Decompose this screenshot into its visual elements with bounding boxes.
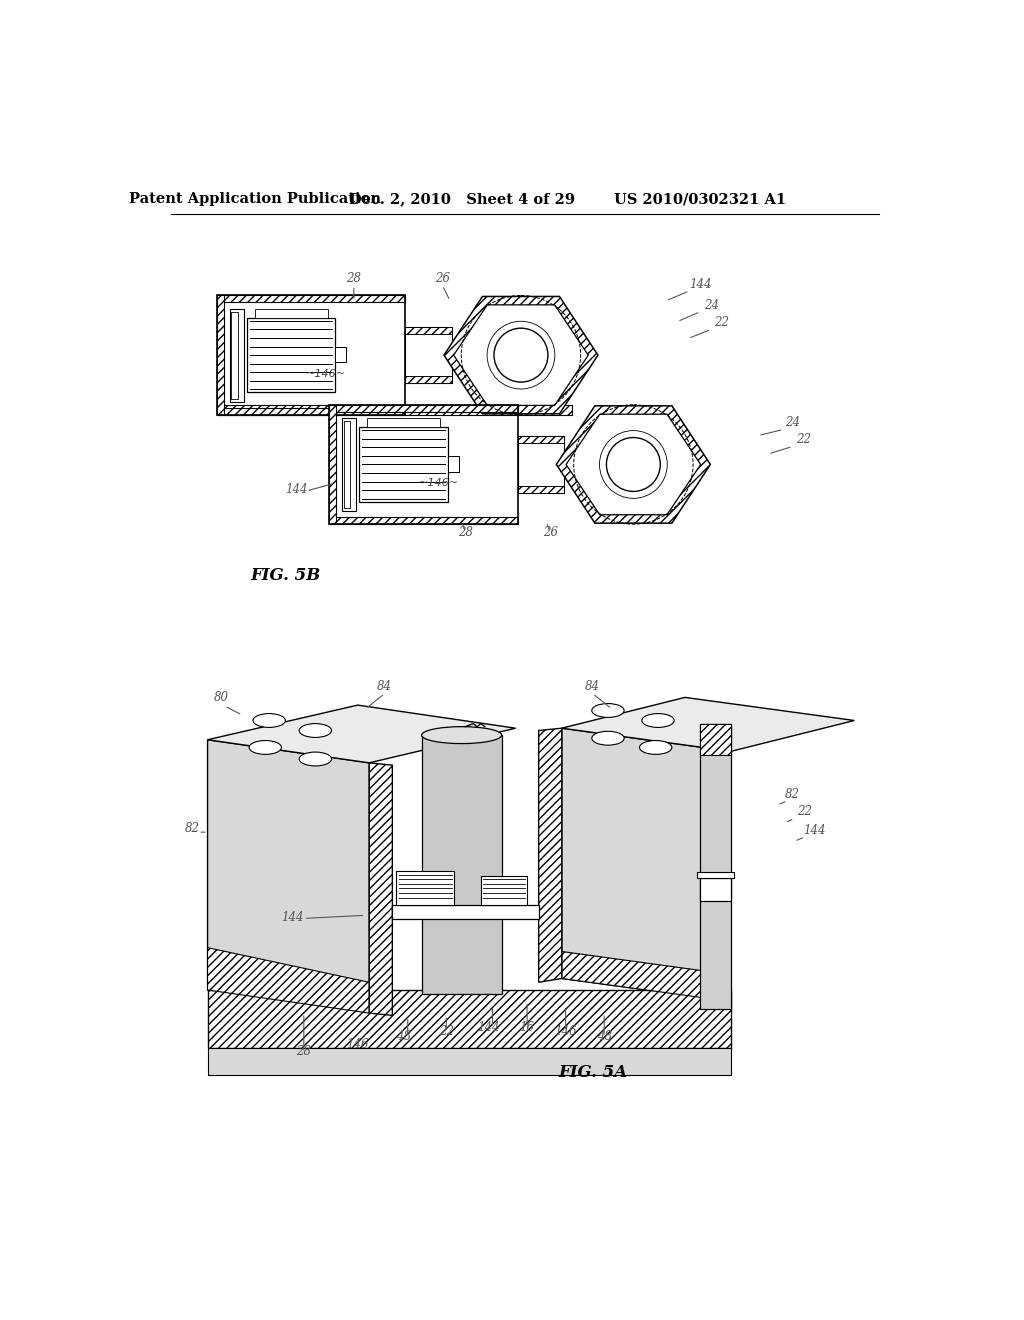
Polygon shape <box>208 990 731 1048</box>
Text: 144: 144 <box>281 911 303 924</box>
Text: 22: 22 <box>715 317 729 329</box>
Circle shape <box>606 437 660 491</box>
Polygon shape <box>223 405 571 414</box>
Polygon shape <box>454 305 588 405</box>
Polygon shape <box>562 952 731 1002</box>
Polygon shape <box>217 296 223 414</box>
Text: FIG. 5A: FIG. 5A <box>558 1064 627 1081</box>
Ellipse shape <box>592 731 625 744</box>
Polygon shape <box>208 1048 731 1074</box>
Polygon shape <box>700 725 731 1010</box>
Text: Patent Application Publication: Patent Application Publication <box>129 193 381 206</box>
Circle shape <box>494 329 548 381</box>
Polygon shape <box>406 376 452 383</box>
Text: 28: 28 <box>346 272 361 285</box>
Polygon shape <box>518 486 564 492</box>
Polygon shape <box>370 763 392 1015</box>
Text: 26: 26 <box>435 272 450 285</box>
Polygon shape <box>392 906 539 919</box>
Polygon shape <box>217 408 406 414</box>
Polygon shape <box>208 948 370 1014</box>
Polygon shape <box>556 405 711 523</box>
Polygon shape <box>344 421 350 508</box>
Ellipse shape <box>640 741 672 755</box>
Polygon shape <box>359 428 447 502</box>
Text: 144: 144 <box>477 1020 500 1034</box>
Ellipse shape <box>642 714 674 727</box>
Text: 16: 16 <box>519 1020 535 1034</box>
Text: Dec. 2, 2010   Sheet 4 of 29: Dec. 2, 2010 Sheet 4 of 29 <box>348 193 574 206</box>
Polygon shape <box>444 297 598 413</box>
Polygon shape <box>330 405 518 412</box>
Text: 82: 82 <box>184 822 200 836</box>
Text: 22: 22 <box>797 805 812 818</box>
Text: 84: 84 <box>377 680 392 693</box>
Text: 26: 26 <box>543 525 558 539</box>
Polygon shape <box>330 517 518 524</box>
Text: 24: 24 <box>785 416 801 429</box>
Polygon shape <box>255 309 328 318</box>
Polygon shape <box>406 327 452 383</box>
Ellipse shape <box>422 726 502 743</box>
Polygon shape <box>208 739 370 1014</box>
Text: US 2010/0302321 A1: US 2010/0302321 A1 <box>614 193 786 206</box>
Ellipse shape <box>299 723 332 738</box>
Text: 48: 48 <box>597 1030 611 1043</box>
Polygon shape <box>518 437 564 444</box>
Polygon shape <box>208 705 515 763</box>
Polygon shape <box>700 725 731 755</box>
Text: ~146~: ~146~ <box>419 478 459 488</box>
Text: 82: 82 <box>785 788 801 800</box>
Text: 28: 28 <box>296 1045 311 1059</box>
Text: ~146~: ~146~ <box>306 368 346 379</box>
Polygon shape <box>518 437 564 492</box>
Polygon shape <box>562 697 854 751</box>
Text: 24: 24 <box>703 298 719 312</box>
Text: 144: 144 <box>285 483 307 496</box>
Text: 22: 22 <box>438 1024 454 1038</box>
Text: 84: 84 <box>585 680 600 693</box>
Polygon shape <box>342 418 356 511</box>
Polygon shape <box>700 878 731 902</box>
Ellipse shape <box>299 752 332 766</box>
Polygon shape <box>247 318 336 392</box>
Polygon shape <box>566 414 700 515</box>
Polygon shape <box>231 312 238 399</box>
Polygon shape <box>336 347 346 363</box>
Text: 144: 144 <box>803 824 825 837</box>
Ellipse shape <box>592 704 625 718</box>
Polygon shape <box>447 457 459 471</box>
Polygon shape <box>330 405 336 524</box>
Polygon shape <box>422 735 502 994</box>
Polygon shape <box>406 327 452 334</box>
Ellipse shape <box>253 714 286 727</box>
Text: 28: 28 <box>458 525 473 539</box>
Text: 146: 146 <box>346 1038 369 1051</box>
Polygon shape <box>562 729 731 1002</box>
Polygon shape <box>230 309 244 401</box>
Text: FIG. 5B: FIG. 5B <box>250 568 321 585</box>
Polygon shape <box>217 296 406 302</box>
Polygon shape <box>367 418 440 428</box>
Ellipse shape <box>249 741 282 755</box>
Text: 146: 146 <box>554 1024 577 1038</box>
Polygon shape <box>396 871 454 906</box>
Text: 22: 22 <box>796 433 811 446</box>
Text: 48: 48 <box>396 1030 412 1043</box>
Text: 80: 80 <box>214 692 229 705</box>
Polygon shape <box>481 876 527 906</box>
Polygon shape <box>697 873 734 878</box>
Polygon shape <box>539 729 562 982</box>
Text: 144: 144 <box>689 277 712 290</box>
